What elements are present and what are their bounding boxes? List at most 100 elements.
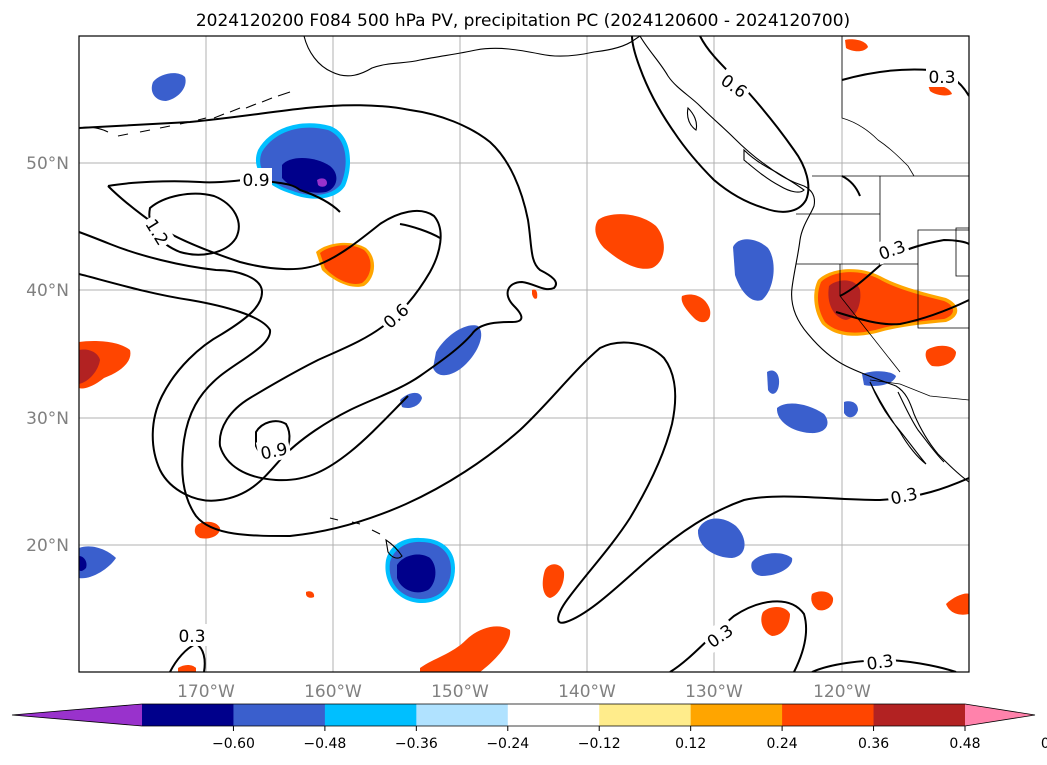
- colorbar-tick-label: −0.48: [303, 736, 346, 752]
- contour-label-bg: [240, 168, 272, 190]
- colorbar-tick-label: 0.48: [949, 736, 980, 752]
- colorbar-tick-label: 0.60: [1041, 736, 1047, 752]
- precip-patch: [79, 349, 100, 384]
- precip-patch: [532, 289, 538, 299]
- contour-label: 0.9: [242, 171, 269, 191]
- contour-label-bg: [176, 624, 208, 646]
- lat-label: 30°N: [26, 409, 69, 429]
- lat-label: 50°N: [26, 154, 69, 174]
- contour-label-bg: [255, 435, 292, 465]
- colorbar-bin: [782, 704, 875, 726]
- precip-patches: [79, 39, 969, 672]
- alaska-canada-border: [841, 36, 915, 177]
- longitude-labels: 170°W 160°W 150°W 140°W 130°W 120°W: [177, 682, 871, 702]
- contour-label-bg: [715, 66, 754, 104]
- lon-label: 160°W: [304, 682, 362, 702]
- precip-patch: [595, 214, 664, 269]
- colorbar-bin: [416, 704, 509, 726]
- pv-contour: [669, 600, 808, 672]
- colorbar-bin: [690, 704, 783, 726]
- precip-patch: [194, 521, 220, 539]
- pv-contour: [835, 299, 969, 326]
- colorbar-bin: [507, 704, 600, 726]
- precip-patch: [928, 84, 952, 96]
- colorbar-tick-label: −0.12: [578, 736, 621, 752]
- contour-label-bg: [376, 296, 415, 335]
- colorbar-tick-label: −0.60: [212, 736, 255, 752]
- precip-patch: [79, 546, 116, 579]
- vancouver-island: [743, 148, 805, 193]
- pv-contour: [79, 273, 969, 624]
- precip-patch: [776, 403, 828, 434]
- contour-label: 0.3: [178, 627, 205, 647]
- colorbar-tick-label: 0.36: [858, 736, 889, 752]
- lat-label: 40°N: [26, 281, 69, 301]
- lon-label: 140°W: [558, 682, 616, 702]
- lon-label: 170°W: [177, 682, 235, 702]
- contour-label-bg: [862, 647, 898, 672]
- colorbar-bin: [324, 704, 417, 726]
- precip-patch: [420, 626, 511, 672]
- lon-label: 120°W: [813, 682, 871, 702]
- pv-contour: [79, 104, 558, 502]
- precip-patch: [925, 345, 956, 367]
- precip-patch: [828, 280, 861, 320]
- precip-patch: [811, 591, 834, 611]
- gulf-of-california: [897, 391, 945, 463]
- precip-patch: [400, 392, 422, 408]
- colorbar-bin: [599, 704, 692, 726]
- colorbar-bin: [873, 704, 966, 726]
- contour-label-bg: [700, 616, 739, 654]
- lat-label: 20°N: [26, 536, 69, 556]
- map-panel: 0.9 1.2 0.6 0.9 0.6 0.3 0.3 0.3 0.3 0.3 …: [78, 35, 970, 675]
- precip-patch: [946, 593, 969, 615]
- lon-label: 150°W: [431, 682, 489, 702]
- precip-patch: [317, 178, 327, 187]
- inset-box: [955, 227, 969, 277]
- precip-patch: [79, 556, 87, 571]
- colorbar-bin: [142, 704, 234, 726]
- colorbar-outline: [11, 703, 1036, 727]
- pv-contour: [839, 238, 969, 297]
- pv-contour: [107, 185, 442, 482]
- contour-label-bg: [140, 212, 176, 251]
- us-mexico-border: [869, 379, 969, 401]
- precip-patch: [306, 591, 315, 598]
- precip-patch: [767, 370, 780, 394]
- colorbar-tick-label: −0.36: [395, 736, 438, 752]
- precip-patch: [320, 245, 371, 284]
- contour-label-bg: [872, 233, 911, 265]
- precip-patch: [397, 554, 436, 593]
- contour-label-bg: [885, 480, 922, 510]
- lon-label: 130°W: [685, 682, 743, 702]
- us-state-borders: [796, 176, 969, 373]
- southeast-alaska-bc-coast: [639, 36, 969, 483]
- map-background: [79, 36, 969, 672]
- latitude-labels: 50°N 40°N 30°N 20°N: [26, 154, 69, 556]
- precip-patch: [178, 665, 196, 672]
- precip-patch: [151, 73, 186, 101]
- precip-patch: [761, 606, 790, 636]
- colorbar-tick-label: −0.24: [486, 736, 529, 752]
- pv-contour: [399, 223, 441, 239]
- map-frame: [78, 35, 970, 673]
- pv-contour: [631, 36, 810, 213]
- colorbar-extend-min: [12, 704, 142, 726]
- precip-patch: [733, 239, 774, 301]
- precip-patch: [844, 401, 858, 418]
- pv-contour: [841, 175, 861, 197]
- contour-label: 0.3: [928, 68, 955, 88]
- contour-label: 0.3: [865, 651, 895, 675]
- colorbar-bin: [233, 704, 326, 726]
- political-borders: [796, 36, 969, 401]
- baja-california: [869, 381, 927, 465]
- contour-label-bg: [926, 65, 958, 87]
- precip-patch: [845, 39, 868, 52]
- colorbar-tick-label: 0.12: [675, 736, 706, 752]
- colorbar: −0.60 −0.48 −0.36 −0.24 −0.12 0.12 0.24 0.36 0.4…: [11, 703, 1047, 752]
- alaska-coast: [303, 36, 641, 77]
- colorbar-tick-label: 0.24: [767, 736, 798, 752]
- colorbar-extend-max: [965, 704, 1035, 726]
- figure-title: 2024120200 F084 500 hPa PV, precipitatio…: [196, 11, 850, 31]
